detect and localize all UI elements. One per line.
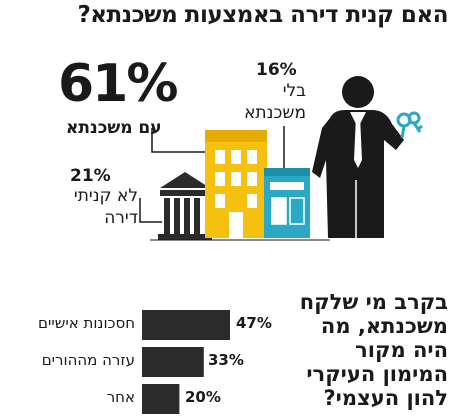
no-mortgage-label: בלי משכנתא (244, 81, 306, 123)
bar (142, 310, 230, 340)
question-line: המימון העיקרי (306, 362, 448, 386)
bar (142, 384, 180, 414)
bank-building-icon (158, 172, 212, 240)
shop-building-icon (264, 168, 310, 238)
didnt-buy-label: לא קניתי דירה (73, 186, 138, 228)
question-line: היה מקור (355, 338, 448, 362)
bar-value-label: 33% (208, 351, 244, 369)
bar-value-label: 47% (236, 314, 272, 332)
mortgage-label: עם משכנתא (66, 118, 162, 138)
businessman-icon (312, 76, 404, 238)
bar-category-label: חסכונות אישיים (38, 314, 135, 332)
no-mortgage-percent: 16% (256, 60, 297, 80)
question-line: בקרב מי שלקח (299, 290, 448, 314)
funding-bars (142, 310, 230, 414)
question-line: משכנתא, מה (320, 314, 448, 338)
leader-line-didnt-buy (139, 198, 162, 223)
bar-chart-question: בקרב מי שלקח משכנתא, מה היה מקור המימון … (288, 290, 448, 410)
bar-value-label: 20% (185, 388, 221, 406)
leader-line-mortgage (151, 128, 213, 153)
page-title: האם קנית דירה באמצעות משכנתא? (77, 2, 448, 28)
bar-category-label: עזרה מההורים (41, 351, 135, 369)
bar-category-label: אחר (106, 388, 135, 406)
question-line: להון העצמי? (323, 386, 448, 410)
bar (142, 347, 204, 377)
apartment-building-icon (205, 130, 267, 238)
keys-icon (396, 111, 423, 139)
mortgage-percent: 61% (58, 54, 178, 114)
didnt-buy-percent: 21% (70, 166, 111, 186)
